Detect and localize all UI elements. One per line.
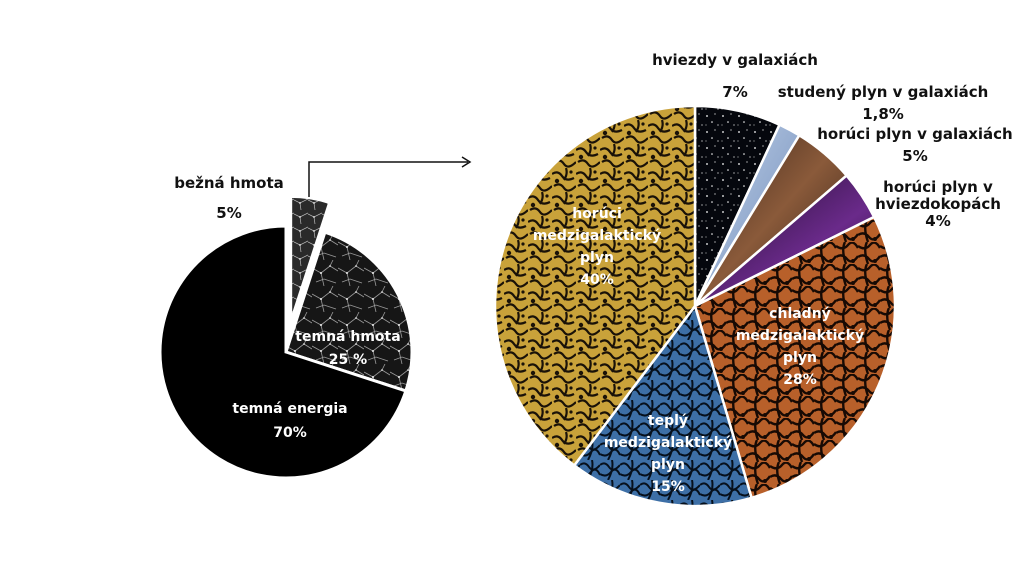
label-cold-igm: chladný medzigalaktický plyn 28% — [736, 306, 864, 388]
slice-bezna-hmota — [289, 194, 332, 323]
label-line: teplý — [648, 413, 688, 429]
pie-chart-matter-energy — [158, 194, 414, 480]
label-warm-igm: teplý medzigalaktický plyn 15% — [604, 413, 732, 495]
label-line: horúci plyn v galaxiách — [817, 125, 1013, 143]
label-percent: 5% — [216, 204, 241, 222]
label-stars: hviezdy v galaxiách 7% — [652, 51, 818, 101]
label-percent: 1,8% — [862, 105, 904, 123]
pie-chart-normal-matter — [493, 104, 897, 508]
label-hot-igm: horúci medzigalaktický plyn 40% — [533, 206, 661, 288]
label-percent: 40% — [580, 272, 614, 288]
slice-chladny-medzigalakticky-plyn — [693, 215, 897, 500]
label-percent: 15% — [651, 479, 685, 495]
label-line: hviezdokopách — [875, 195, 1001, 213]
label-line: plyn — [651, 457, 685, 473]
label-line: studený plyn v galaxiách — [778, 83, 989, 101]
label-normal-matter: bežná hmota 5% — [174, 174, 284, 222]
label-cold-gas-gal: studený plyn v galaxiách 1,8% — [778, 83, 989, 123]
label-percent: 7% — [722, 83, 747, 101]
label-line: medzigalaktický — [604, 435, 732, 451]
label-line: hviezdy v galaxiách — [652, 51, 818, 69]
label-line: chladný — [769, 306, 831, 322]
label-line: horúci plyn v — [883, 178, 993, 196]
label-line: plyn — [783, 350, 817, 366]
label-line: temná energia — [232, 401, 347, 417]
label-hot-gas-gal: horúci plyn v galaxiách 5% — [817, 125, 1013, 165]
label-percent: 25 % — [329, 352, 367, 368]
label-line: bežná hmota — [174, 174, 284, 192]
label-dark-matter: temná hmota 25 % — [295, 329, 400, 368]
label-dark-energy: temná energia 70% — [232, 401, 347, 441]
label-percent: 4% — [925, 212, 950, 230]
label-line: medzigalaktický — [736, 328, 864, 344]
label-line: medzigalaktický — [533, 228, 661, 244]
label-hot-gas-clusters: horúci plyn v hviezdokopách 4% — [875, 178, 1001, 230]
label-percent: 28% — [783, 372, 817, 388]
slice-temna-energia — [158, 224, 408, 480]
label-percent: 70% — [273, 425, 307, 441]
label-line: horúci — [572, 206, 622, 222]
label-percent: 5% — [902, 147, 927, 165]
slice-temna-hmota — [284, 230, 414, 393]
slice-horuci-medzigalakticky-plyn — [493, 104, 697, 468]
slice-teply-medzigalakticky-plyn — [572, 303, 754, 508]
connector-arrow — [308, 156, 472, 197]
slice-labels: bežná hmota 5% temná hmota 25 % temná energi… — [174, 51, 1013, 495]
label-line: plyn — [580, 250, 614, 266]
label-line: temná hmota — [295, 329, 400, 345]
